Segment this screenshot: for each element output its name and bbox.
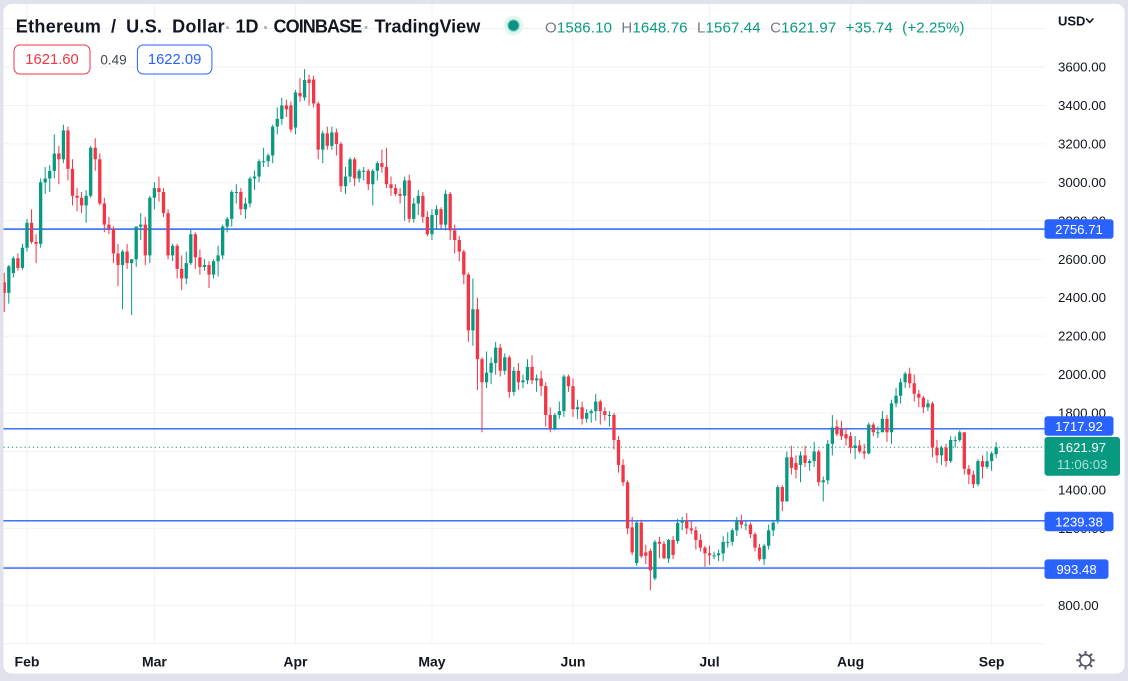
svg-text:3400.00: 3400.00: [1058, 98, 1106, 113]
svg-text:Aug: Aug: [837, 654, 864, 670]
svg-text:USD: USD: [1058, 14, 1085, 29]
svg-text:Ethereum / U.S. Dollar: Ethereum / U.S. Dollar: [16, 16, 225, 36]
svg-text:3600.00: 3600.00: [1058, 60, 1106, 75]
svg-text:1621.97: 1621.97: [1058, 440, 1106, 455]
svg-text:3000.00: 3000.00: [1058, 175, 1106, 190]
svg-text:1400.00: 1400.00: [1058, 482, 1106, 497]
svg-text:800.00: 800.00: [1058, 598, 1099, 613]
svg-text:COINBASE: COINBASE: [274, 16, 363, 36]
svg-text:0.49: 0.49: [100, 53, 126, 68]
svg-text:2756.71: 2756.71: [1055, 222, 1103, 237]
svg-text:2200.00: 2200.00: [1058, 329, 1106, 344]
svg-text:May: May: [418, 654, 445, 670]
svg-text:Jun: Jun: [561, 654, 586, 670]
svg-text:2600.00: 2600.00: [1058, 252, 1106, 267]
svg-text:11:06:03: 11:06:03: [1057, 457, 1107, 472]
svg-text:O1586.10 H1648.76 L1567.44 C16: O1586.10 H1648.76 L1567.44 C1621.97 +35.…: [545, 19, 965, 36]
svg-text:1622.09: 1622.09: [148, 52, 202, 68]
svg-text:Feb: Feb: [15, 654, 40, 670]
svg-text:Jul: Jul: [699, 654, 719, 670]
svg-text:2400.00: 2400.00: [1058, 290, 1106, 305]
svg-text:993.48: 993.48: [1056, 562, 1096, 577]
svg-text:Apr: Apr: [283, 654, 308, 670]
svg-text:1717.92: 1717.92: [1055, 419, 1103, 434]
svg-text:1D: 1D: [236, 16, 259, 36]
svg-text:1239.38: 1239.38: [1055, 514, 1103, 529]
svg-text:TradingView: TradingView: [375, 16, 482, 36]
svg-text:1621.60: 1621.60: [25, 52, 79, 68]
svg-text:3200.00: 3200.00: [1058, 136, 1106, 151]
svg-text:2000.00: 2000.00: [1058, 367, 1106, 382]
svg-text:Mar: Mar: [142, 654, 167, 670]
svg-text:Sep: Sep: [979, 654, 1005, 670]
